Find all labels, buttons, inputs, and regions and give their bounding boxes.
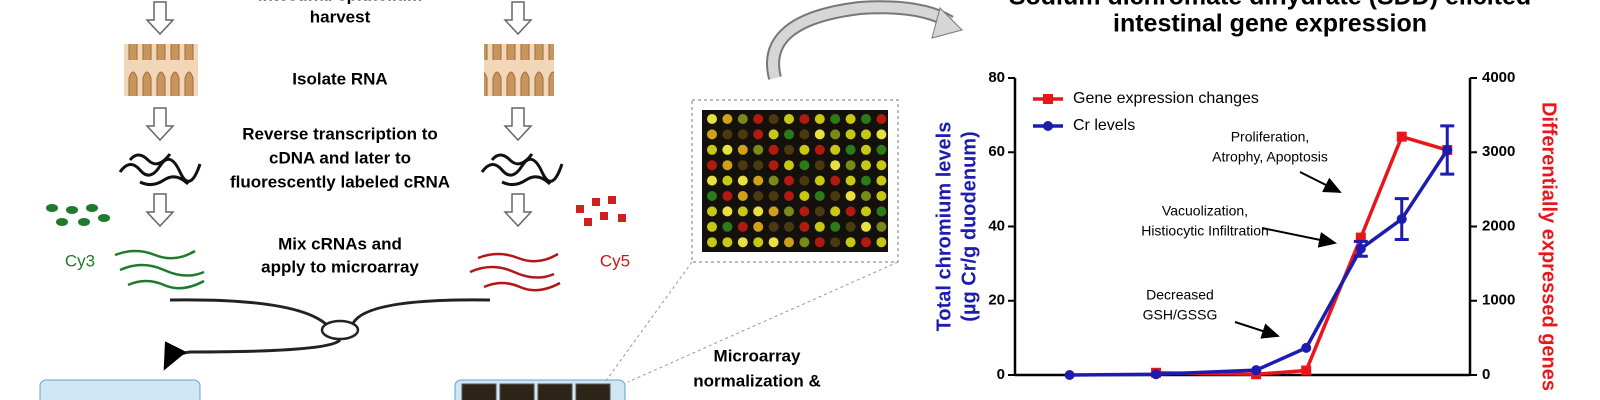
legend-marker [1043,121,1053,131]
annotation-arrow [1234,321,1280,339]
legend-label: Gene expression changes [1073,90,1259,107]
chart-title: intestinal gene expression [1113,10,1427,38]
step-label: harvest [310,7,371,26]
y2-tick-label: 0 [1482,366,1490,383]
marker [1355,232,1366,243]
marker [1355,243,1366,254]
step-label: Reverse transcription to [242,124,438,143]
y2-tick-label: 4000 [1482,69,1515,86]
step-label: fluorescently labeled cRNA [230,172,450,191]
workflow-text: intestinal epithelium harvest Isolate RNA R… [65,0,821,390]
y-axis-label: (µg Cr/g duodenum) [958,131,980,321]
y-tick-label: 20 [988,292,1005,309]
chart-title: Sodium dichromate dihydrate (SDD) elicit… [1009,0,1531,11]
y-tick-label: 80 [988,69,1005,86]
annotation: Histiocytic Infiltration [1141,223,1269,239]
step-label: Mix cRNAs and [278,234,402,253]
y-tick-label: 0 [997,366,1005,383]
series-line [1069,149,1449,377]
y2-tick-label: 1000 [1482,292,1515,309]
y-tick-label: 40 [988,217,1005,234]
y2-tick-label: 2000 [1482,217,1515,234]
dye-label: Cy5 [600,251,630,270]
annotation: Decreased [1146,287,1214,303]
legend-label: Cr levels [1073,117,1135,134]
y2-axis-label: Differentially expressed genes [1538,102,1560,391]
marker [1442,145,1453,156]
legend-marker [1043,94,1053,104]
marker [1396,214,1407,225]
marker [1301,342,1312,353]
analysis-label: Microarray [714,346,801,365]
y-tick-label: 60 [988,143,1005,160]
series-line [1156,134,1448,377]
annotation: Vacuolization, [1162,203,1248,219]
annotation: Atrophy, Apoptosis [1212,149,1328,165]
marker [1064,370,1075,380]
annotation-arrow [1261,227,1337,248]
workflow-graphics [39,0,963,400]
step-label: apply to microarray [261,257,419,276]
step-label: Isolate RNA [292,69,387,88]
annotation: GSH/GSSG [1143,307,1218,323]
analysis-label: normalization & [693,371,821,390]
step-label: intestinal epithelium [258,0,422,4]
marker [1301,365,1312,376]
annotation: Proliferation, [1231,129,1310,145]
y-axis-label: Total chromium levels [933,122,955,332]
step-label: cDNA and later to [269,148,411,167]
marker [1251,365,1262,376]
marker [1151,369,1162,380]
dye-label: Cy3 [65,251,95,270]
marker [1396,131,1407,142]
chart: Sodium dichromate dihydrate (SDD) elicit… [933,0,1559,391]
y2-tick-label: 3000 [1482,143,1515,160]
annotation-arrow [1299,171,1342,193]
